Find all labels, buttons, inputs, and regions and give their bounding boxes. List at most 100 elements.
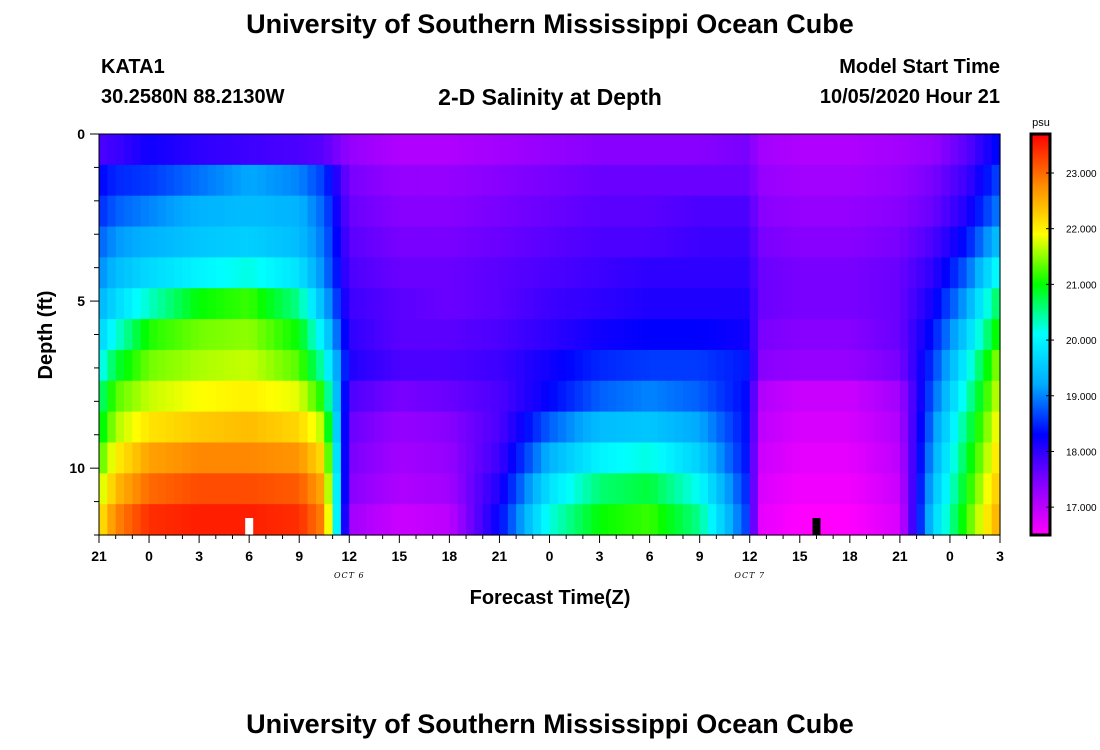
heatmap-cell (699, 257, 709, 289)
heatmap-cell (240, 380, 250, 413)
heatmap-cell (582, 411, 592, 444)
heatmap-cell (816, 288, 826, 320)
heatmap-cell (124, 473, 133, 505)
heatmap-cell (182, 134, 192, 166)
heatmap-cell (282, 288, 292, 320)
heatmap-cell (340, 288, 350, 320)
heatmap-cell (799, 288, 809, 320)
heatmap-cell (224, 473, 234, 505)
heatmap-cell (541, 504, 551, 536)
heatmap-cell (808, 319, 818, 351)
heatmap-cell (632, 195, 642, 228)
heatmap-cell (240, 164, 250, 197)
heatmap-cell (149, 504, 158, 536)
heatmap-cell (516, 442, 526, 474)
heatmap-cell (783, 411, 793, 444)
heatmap-cell (357, 288, 367, 320)
heatmap-cell (157, 473, 167, 505)
heatmap-cell (874, 257, 884, 289)
x-tick-label: 21 (892, 548, 908, 564)
heatmap-cell (457, 411, 467, 444)
model-start-label: Model Start Time (839, 56, 1000, 78)
heatmap-cell (432, 257, 442, 289)
heatmap-cell (958, 164, 968, 197)
heatmap-cell (140, 473, 150, 505)
heatmap-cell (466, 134, 476, 166)
heatmap-cell (357, 134, 367, 166)
x-tick-label: 15 (792, 548, 808, 564)
heatmap-cell (741, 195, 751, 228)
heatmap-cell (849, 195, 859, 228)
heatmap-cell (449, 195, 459, 228)
heatmap-cell (958, 134, 968, 166)
heatmap-cell (374, 349, 384, 382)
heatmap-cell (132, 164, 142, 197)
heatmap-cell (132, 319, 142, 351)
heatmap-cell (958, 473, 968, 505)
heatmap-cell (349, 411, 359, 444)
heatmap-cell (374, 164, 384, 197)
heatmap-cell (132, 195, 142, 228)
heatmap-cell (365, 319, 375, 351)
heatmap-cell (691, 288, 701, 320)
heatmap-cell (249, 442, 259, 474)
heatmap-cell (282, 257, 292, 289)
heatmap-cell (441, 349, 450, 382)
heatmap-cell (774, 319, 784, 351)
heatmap-cell (649, 226, 659, 258)
tide-marker (812, 518, 821, 535)
heatmap-cell (491, 226, 501, 258)
heatmap-cell (132, 257, 142, 289)
heatmap-cell (115, 504, 125, 536)
heatmap-cell (466, 319, 476, 351)
heatmap-cell (833, 411, 843, 444)
heatmap-cell (499, 288, 509, 320)
heatmap-cell (365, 134, 375, 166)
heatmap-cell (933, 134, 943, 166)
heatmap-cell (933, 504, 943, 536)
heatmap-cell (182, 473, 192, 505)
heatmap-cell (165, 288, 175, 320)
heatmap-cell (682, 257, 692, 289)
heatmap-cell (941, 504, 951, 536)
heatmap-cell (799, 319, 809, 351)
heatmap-cell (899, 319, 909, 351)
heatmap-cell (449, 288, 459, 320)
heatmap-cell (708, 349, 717, 382)
colorbar-gradient (1029, 132, 1052, 537)
heatmap-cell (549, 319, 559, 351)
heatmap-cell (174, 411, 184, 444)
heatmap-cell (841, 473, 851, 505)
salinity-heatmap-chart: 0 5 10 21 0 3 6 9 12 15 18 21 0 3 6 9 12 15 18 21 0 3 OCT 6 OC… (35, 117, 1097, 609)
heatmap-cell (182, 257, 192, 289)
heatmap-cell (340, 195, 350, 228)
heatmap-cell (691, 380, 701, 413)
heatmap-cell (916, 442, 926, 474)
heatmap-cell (674, 288, 684, 320)
heatmap-cell (966, 504, 976, 536)
heatmap-cell (582, 134, 592, 166)
heatmap-cell (265, 411, 275, 444)
heatmap-cell (691, 226, 701, 258)
heatmap-cell (866, 164, 876, 197)
heatmap-cell (357, 319, 367, 351)
station-coordinates: 30.2580N 88.2130W (101, 86, 285, 108)
heatmap-cell (407, 380, 417, 413)
heatmap-cell (958, 411, 968, 444)
heatmap-cell (966, 473, 976, 505)
heatmap-cell (382, 504, 392, 536)
heatmap-cell (182, 349, 192, 382)
heatmap-cell (866, 504, 876, 536)
heatmap-cell (232, 504, 242, 536)
heatmap-cell (774, 195, 784, 228)
heatmap-cell (616, 473, 626, 505)
heatmap-cell (441, 288, 450, 320)
heatmap-cell (507, 349, 517, 382)
heatmap-cell (382, 349, 392, 382)
heatmap-cell (215, 134, 225, 166)
heatmap-cell (457, 226, 467, 258)
heatmap-cell (190, 411, 200, 444)
heatmap-cell (883, 319, 893, 351)
heatmap-cell (858, 226, 868, 258)
heatmap-cell (582, 473, 592, 505)
